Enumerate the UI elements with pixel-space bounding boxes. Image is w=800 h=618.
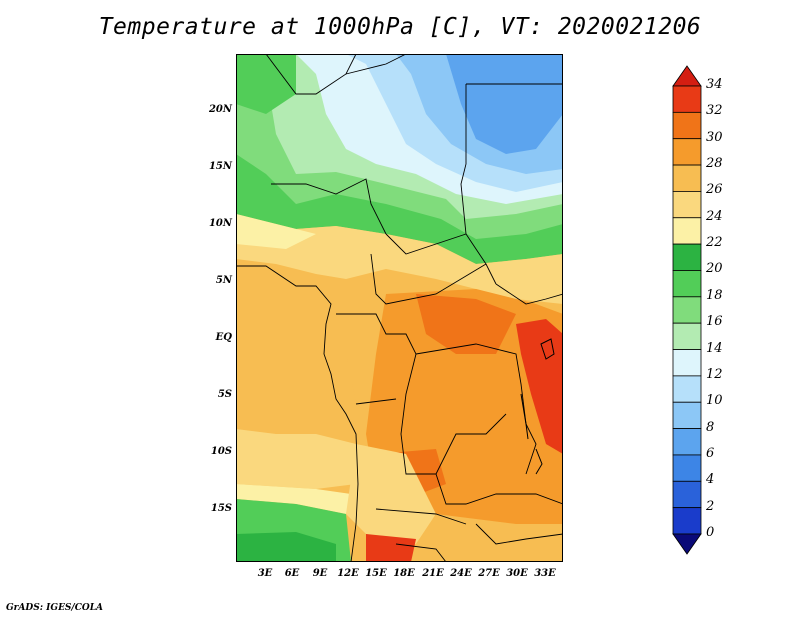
colorbar-segment	[672, 296, 702, 324]
colorbar-segment	[672, 138, 702, 166]
colorbar-tick-label: 22	[706, 235, 723, 251]
x-tick-label: 15E	[365, 568, 387, 579]
x-tick-label: 27E	[478, 568, 500, 579]
colorbar-tick-label: 24	[706, 208, 723, 224]
colorbar-tick-label: 32	[706, 103, 723, 119]
y-tick-label: 15N	[208, 161, 232, 172]
y-tick-label: EQ	[215, 332, 232, 343]
y-tick-label: 10S	[210, 446, 232, 457]
field-orange-dark	[416, 294, 516, 354]
field-south-yellow	[346, 444, 436, 544]
colorbar-tick-label: 8	[706, 419, 715, 435]
temperature-map	[236, 54, 563, 562]
y-tick-label: 5N	[215, 275, 232, 286]
colorbar-segment	[672, 349, 702, 377]
field-blue	[446, 54, 563, 154]
colorbar-segment	[672, 375, 702, 403]
colorbar-segment	[672, 85, 702, 113]
field-red-east	[516, 319, 563, 454]
x-tick-label: 3E	[257, 568, 273, 579]
colorbar	[672, 65, 702, 555]
colorbar-segment	[672, 270, 702, 298]
y-tick-label: 10N	[208, 218, 232, 229]
colorbar-segment	[672, 164, 702, 192]
x-tick-label: 21E	[422, 568, 444, 579]
field-green-west	[236, 54, 296, 114]
colorbar-segment	[672, 217, 702, 245]
colorbar-segment	[672, 111, 702, 140]
colorbar-tick-label: 4	[706, 472, 715, 488]
field-ocean-yellow	[236, 429, 356, 489]
colorbar-segment	[672, 191, 702, 219]
map-frame	[236, 54, 563, 562]
colorbar-segment	[672, 322, 702, 350]
field-yellow-belt	[236, 214, 563, 304]
x-tick-label: 24E	[450, 568, 472, 579]
lakes	[520, 338, 555, 475]
y-tick-label: 15S	[210, 503, 232, 514]
x-tick-label: 33E	[534, 568, 556, 579]
colorbar-tick-label: 20	[706, 261, 723, 277]
x-tick-label: 6E	[284, 568, 300, 579]
field-ocean-orange	[236, 269, 356, 444]
field-ocean-green-dark	[236, 532, 336, 562]
colorbar-tick-label: 34	[706, 77, 723, 92]
field-south-red	[366, 534, 416, 562]
colorbar-segment	[672, 507, 702, 535]
colorbar-tick-label: 12	[706, 366, 723, 382]
colorbar-segment	[672, 401, 702, 429]
colorbar-bottom-arrow	[672, 533, 702, 555]
colorbar-top-arrow	[672, 65, 702, 87]
coastlines-borders	[236, 54, 563, 562]
colorbar-segments	[672, 65, 702, 555]
field-yellow-pale	[236, 214, 316, 249]
colorbar-segment	[672, 243, 702, 271]
colorbar-tick-label: 16	[706, 314, 723, 330]
colorbar-tick-label: 28	[706, 156, 723, 172]
colorbar-tick-label: 6	[706, 445, 715, 461]
colorbar-tick-label: 18	[706, 287, 723, 303]
footer-credit: GrADS: IGES/COLA	[6, 603, 104, 613]
colorbar-tick-label: 30	[706, 129, 723, 145]
colorbar-tick-label: 0	[706, 525, 715, 540]
x-tick-label: 12E	[337, 568, 359, 579]
x-tick-label: 30E	[506, 568, 528, 579]
colorbar-segment	[672, 454, 702, 482]
colorbar-tick-label: 10	[706, 393, 723, 409]
colorbar-segment	[672, 480, 702, 509]
x-tick-label: 9E	[312, 568, 328, 579]
colorbar-tick-label: 26	[706, 182, 723, 198]
y-tick-label: 5S	[217, 389, 232, 400]
field-ocean-yellow-pale	[236, 484, 351, 514]
colorbar-segment	[672, 428, 702, 456]
colorbar-tick-label: 14	[706, 340, 723, 356]
x-tick-label: 18E	[393, 568, 415, 579]
y-tick-label: 20N	[208, 104, 232, 115]
colorbar-tick-label: 2	[706, 498, 715, 514]
map-title: Temperature at 1000hPa [C], VT: 20200212…	[98, 14, 702, 40]
